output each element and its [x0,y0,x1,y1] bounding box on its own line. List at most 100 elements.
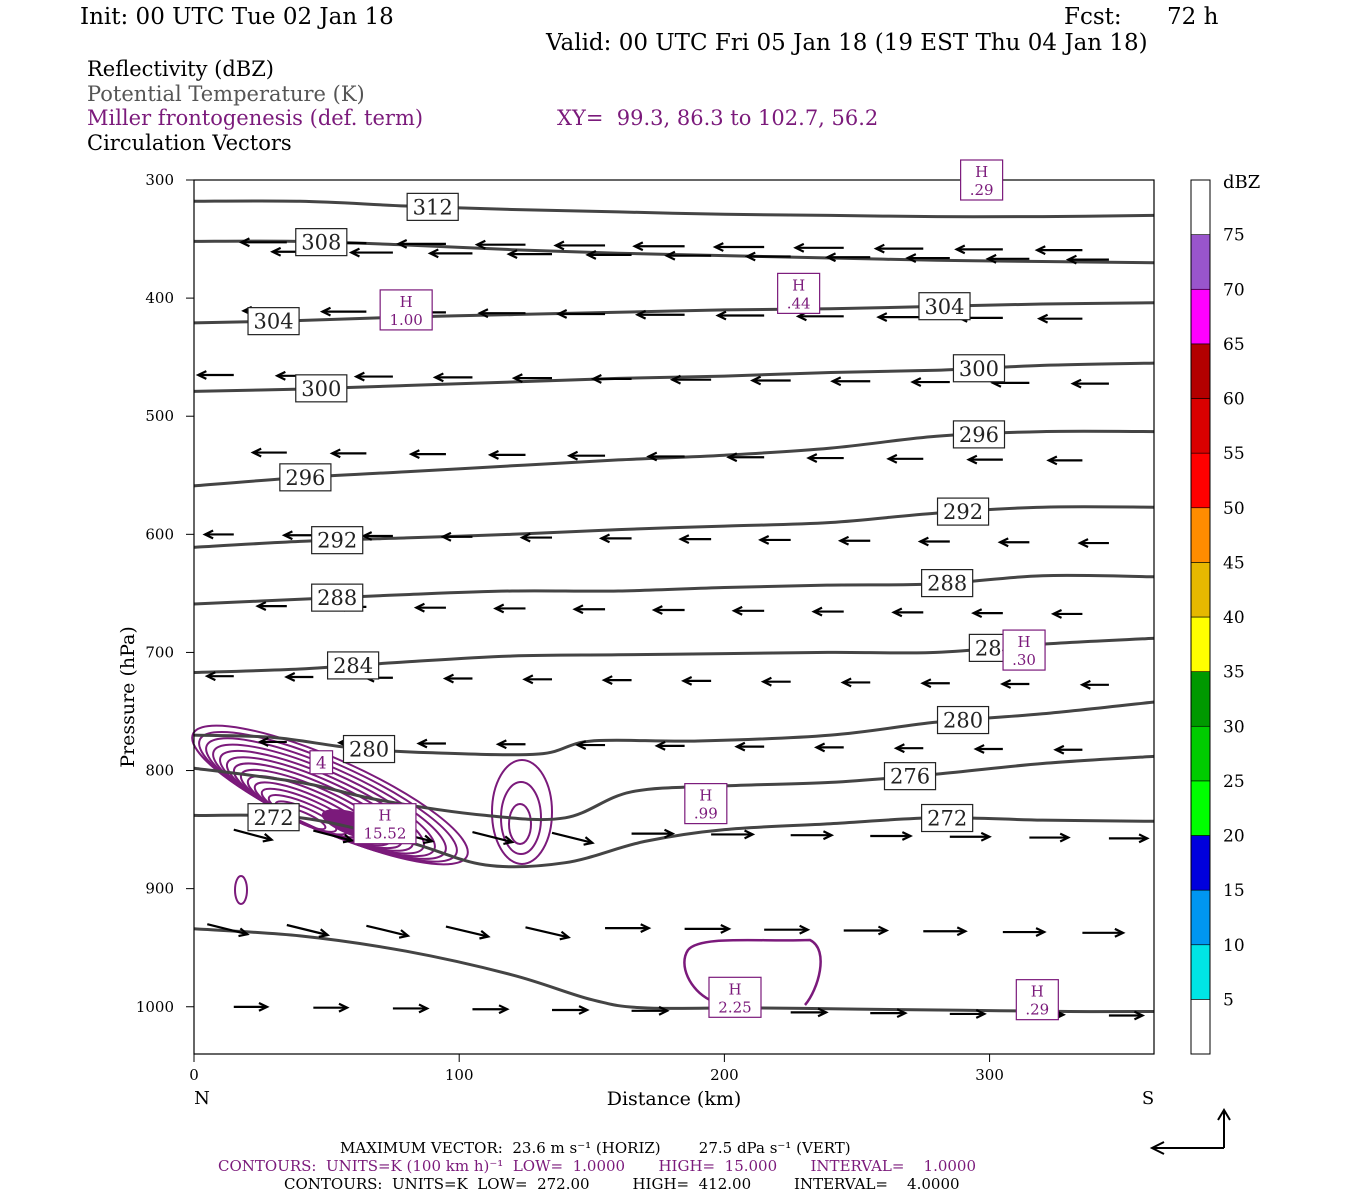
y-tick-label: 700 [145,643,174,661]
theta-label: 296 [952,420,1006,449]
theta-label: 308 [295,228,348,257]
circulation-vector [760,676,791,687]
y-axis-label: Pressure (hPa) [117,626,139,768]
colorbar-segment [1190,507,1211,563]
circulation-vector [837,535,871,546]
circulation-vector [870,1008,908,1019]
circulation-vector [427,248,473,259]
theta-label: 292 [311,526,364,555]
high-letter: H [728,980,741,998]
colorbar-segment [1190,944,1211,1000]
colorbar-tick-label: 60 [1223,390,1245,410]
theta-label-text: 284 [333,654,373,678]
circulation-vector [313,829,355,844]
theta-label-text: 288 [317,586,357,610]
colorbar-segment [1190,671,1211,727]
theta-label: 300 [295,374,348,403]
circulation-vector [605,923,652,934]
circulation-vector [1108,1010,1146,1021]
circulation-vector [1082,927,1126,938]
theta-label-text: 300 [301,377,341,401]
max-vector-note: MAXIMUM VECTOR: 23.6 m s⁻¹ (HORIZ) 27.5 … [340,1139,851,1157]
circulation-vector [1029,832,1071,843]
colorbar-unit: dBZ [1223,172,1260,193]
frontogenesis-high-marker: H.99 [684,783,728,825]
circulation-vector [920,678,950,689]
colorbar-tick-label: 25 [1223,772,1245,792]
circulation-vector [651,605,685,615]
circulation-vector [493,603,526,614]
circulation-vector [1000,679,1030,689]
frontogenesis-high-marker: H2.25 [708,976,762,1018]
frontogenesis-contour [683,938,822,1006]
circulation-vector [511,373,553,384]
circulation-vector [348,247,393,258]
circulation-vector [793,242,844,253]
theta-label: 272 [247,803,300,832]
circulation-vector [1046,455,1083,466]
circulation-vector [749,375,791,386]
theta-label: 296 [279,463,332,492]
high-letter: H [1031,983,1044,1001]
y-tick-label: 1000 [136,998,174,1016]
colorbar-tick-label: 15 [1223,881,1245,901]
frontogenesis-contour [491,759,553,865]
high-value: .44 [787,294,811,312]
circulation-vector [416,738,446,749]
theta-label-text: 308 [301,231,341,255]
circulation-vector [575,740,606,750]
circulation-vector [813,742,844,753]
circulation-vector [840,677,871,688]
circulation-vector [319,306,367,317]
circulation-vector [525,926,571,941]
circulation-vector [440,531,473,542]
colorbar-tick-label: 35 [1223,663,1245,683]
y-tick-label: 800 [145,762,174,780]
circulation-vector [329,448,367,459]
cross-section-coords: XY= 99.3, 86.3 to 102.7, 56.2 [557,106,879,130]
circulation-vector [522,674,553,685]
circulation-vector [664,250,712,261]
circulation-vector [1077,538,1109,548]
theta-label-text: 292 [317,529,357,553]
x-tick-label: 200 [710,1066,739,1084]
high-value: .29 [970,181,994,199]
circulation-vector [585,250,632,260]
circulation-vector [361,531,393,541]
circulation-vector [281,530,314,541]
theta-label: 312 [406,192,459,221]
theta-label-text: 272 [254,806,294,830]
frontogenesis-contour-note: CONTOURS: UNITS=K (100 km h)⁻¹ LOW= 1.00… [218,1157,977,1175]
circulation-vector [891,607,924,618]
colorbar-tick-label: 50 [1223,499,1245,519]
circulation-vector [731,605,765,616]
circulation-vector [684,924,732,934]
circulation-vector [949,831,992,842]
circulation-vector [949,1009,987,1019]
plot-frame [193,179,1155,1055]
circulation-vector [923,926,968,937]
circulation-vector [734,741,765,752]
circulation-vector [917,536,950,547]
frontogenesis-contour [234,875,248,905]
circulation-vector [572,604,606,615]
colorbar-tick-label: 40 [1223,608,1245,628]
circulation-vector [195,370,234,380]
circulation-vector [910,377,950,387]
colorbar-tick-label: 5 [1223,990,1234,1010]
circulation-vector [790,1007,829,1018]
theta-label: 280 [936,705,990,735]
field-vectors: Circulation Vectors [87,131,292,155]
y-tick-label: 900 [145,880,174,898]
circulation-vector [495,739,526,750]
colorbar-segment [1190,616,1211,672]
circulation-vector [893,743,924,754]
colorbar-tick-label: 75 [1223,226,1245,246]
circulation-vector [233,828,275,843]
circulation-vector [973,744,1003,754]
circulation-vector [551,831,595,846]
circulation-vector [876,312,924,323]
circulation-vector [206,923,250,938]
theta-label-text: 280 [943,709,983,733]
